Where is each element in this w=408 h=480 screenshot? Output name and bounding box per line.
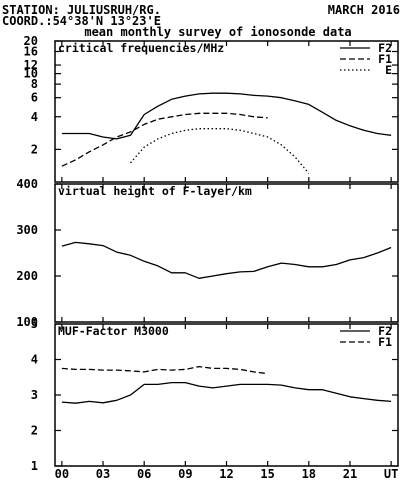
- panel-frame: [54, 40, 399, 183]
- series-line-e: [130, 128, 310, 174]
- y-tick-label: 8: [31, 77, 38, 91]
- y-tick-label: 100: [16, 315, 38, 329]
- series-line-f2: [61, 92, 392, 140]
- x-tick-label: 03: [96, 467, 110, 480]
- x-tick-label: 21: [343, 467, 357, 480]
- series-line-f1: [61, 112, 268, 167]
- panel-frame: [54, 183, 399, 323]
- panel-title: critical frequencies/MHz: [58, 41, 224, 55]
- panel-2: 100 200 300 400 virtual height of F-layer/km: [16, 177, 399, 329]
- y-tick-label: 2: [31, 142, 38, 156]
- legend-label-e: E: [385, 63, 392, 77]
- x-tick-label: 09: [178, 467, 192, 480]
- legend-label-f2: F2: [378, 41, 392, 55]
- x-tick-label: 15: [260, 467, 274, 480]
- subtitle-label: mean monthly survey of ionosonde data: [84, 25, 351, 39]
- legend-label-f1: F1: [378, 52, 392, 66]
- y-tick-label: 300: [16, 223, 38, 237]
- y-tick-label: 4: [31, 110, 38, 124]
- y-tick-label: 2: [31, 424, 38, 438]
- station-label: STATION: JULIUSRUH/RG.: [2, 3, 161, 17]
- x-tick-label: UT: [384, 467, 398, 480]
- legend-label-f2: F2: [378, 324, 392, 338]
- y-tick-label: 6: [31, 91, 38, 105]
- series-line-f1: [61, 365, 268, 375]
- series-line-f2: [61, 381, 392, 404]
- panel-frame: [54, 323, 399, 467]
- panel-title: virtual height of F-layer/km: [58, 184, 252, 198]
- y-tick-label: 3: [31, 388, 38, 402]
- x-tick-label: 18: [302, 467, 316, 480]
- x-tick-label: 00: [55, 467, 69, 480]
- legend-label-f1: F1: [378, 335, 392, 349]
- y-tick-label: 4: [31, 353, 38, 367]
- y-tick-label: 20: [24, 34, 38, 48]
- y-tick-label: 5: [31, 317, 38, 331]
- series-line-main: [61, 241, 392, 279]
- y-tick-label: 12: [24, 58, 38, 72]
- y-tick-label: 200: [16, 269, 38, 283]
- x-tick-label: 06: [137, 467, 151, 480]
- y-tick-label: 10: [24, 67, 38, 81]
- y-tick-label: 400: [16, 177, 38, 191]
- x-tick-label: 12: [219, 467, 233, 480]
- coord-label: COORD.:54°38'N 13°23'E: [2, 14, 161, 28]
- y-tick-label: 1: [31, 459, 38, 473]
- panel-title: MUF-Factor M3000: [58, 324, 169, 338]
- y-tick-label: 16: [24, 45, 38, 59]
- date-label: MARCH 2016: [328, 3, 400, 17]
